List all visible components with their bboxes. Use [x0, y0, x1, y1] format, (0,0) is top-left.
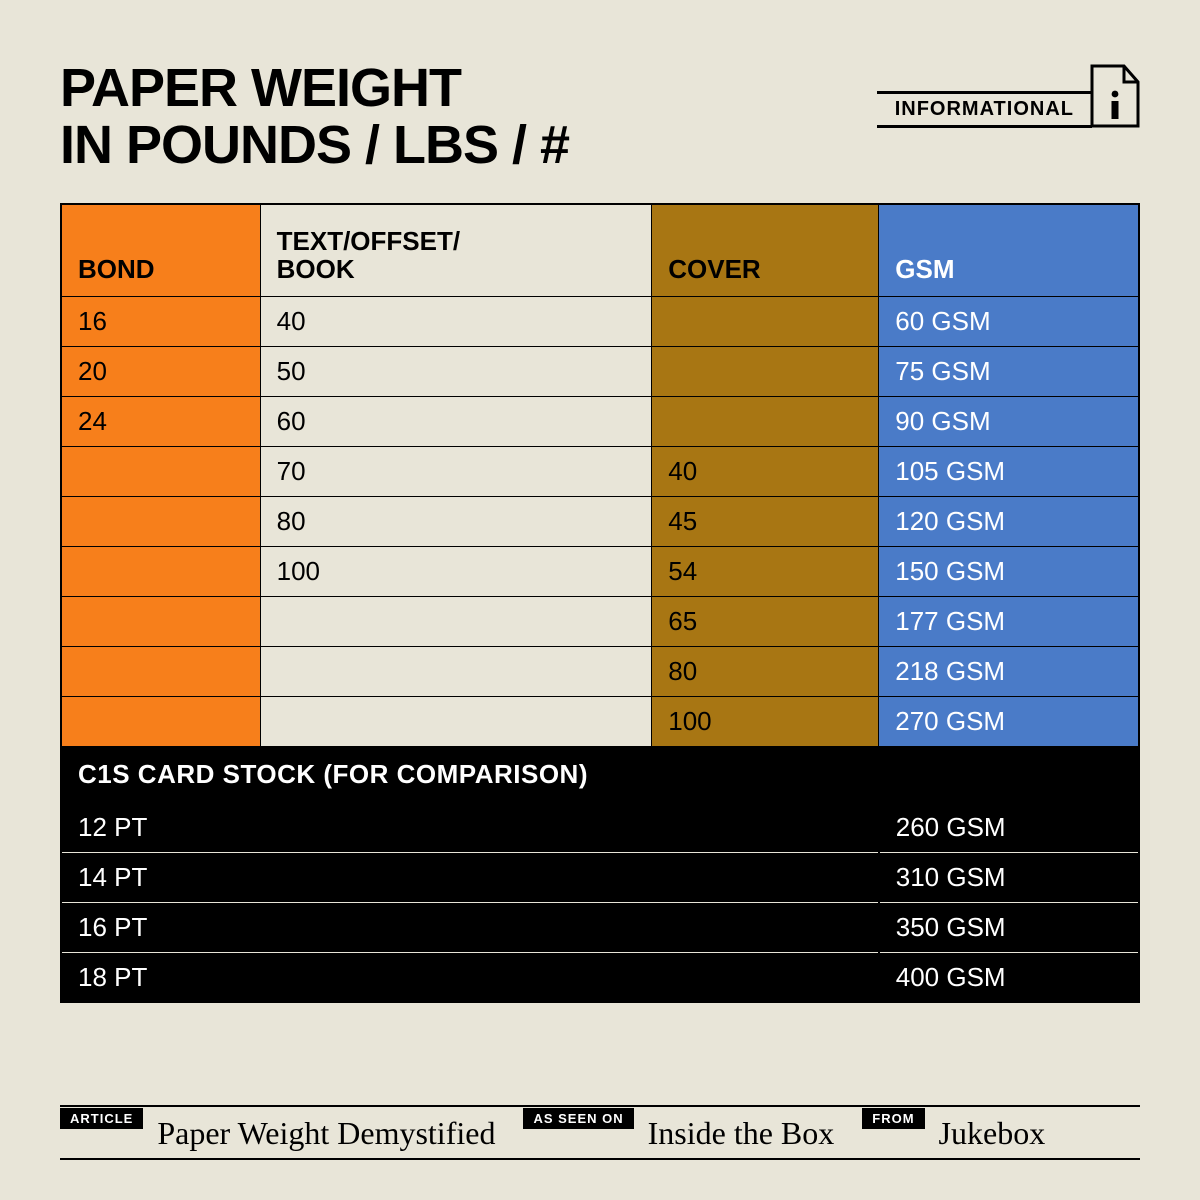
col-header-text: TEXT/OFFSET/BOOK: [260, 204, 652, 296]
comparison-pt: 14 PT: [61, 852, 879, 902]
col-header-gsm: GSM: [879, 204, 1139, 296]
col-header-cover: COVER: [652, 204, 879, 296]
table-row: 2050 75 GSM: [61, 346, 1139, 396]
cell-bond: [61, 496, 260, 546]
footer: ARTICLE Paper Weight Demystified AS SEEN…: [60, 1105, 1140, 1160]
title-line-2: IN POUNDS / LBS / #: [60, 115, 569, 175]
cell-text: [260, 596, 652, 646]
cell-gsm: 270 GSM: [879, 696, 1139, 746]
cell-text: [260, 696, 652, 746]
cell-text: [260, 646, 652, 696]
cell-cover: 40: [652, 446, 879, 496]
title-line-1: PAPER WEIGHT: [60, 58, 461, 118]
comparison-gsm: 400 GSM: [879, 952, 1139, 1002]
comparison-row: 16 PT350 GSM: [61, 902, 1139, 952]
comparison-gsm: 260 GSM: [879, 802, 1139, 852]
cell-cover: 45: [652, 496, 879, 546]
footer-article-tag: ARTICLE: [60, 1108, 143, 1129]
cell-cover: [652, 346, 879, 396]
table-row: 7040105 GSM: [61, 446, 1139, 496]
cell-gsm: 177 GSM: [879, 596, 1139, 646]
cell-bond: [61, 596, 260, 646]
cell-cover: [652, 296, 879, 346]
comparison-body: C1S CARD STOCK (FOR COMPARISON)12 PT260 …: [61, 746, 1139, 1002]
table-row: 80218 GSM: [61, 646, 1139, 696]
cell-bond: [61, 696, 260, 746]
cell-gsm: 150 GSM: [879, 546, 1139, 596]
comparison-gsm: 310 GSM: [879, 852, 1139, 902]
footer-seen-tag: AS SEEN ON: [523, 1108, 633, 1129]
footer-article-name: Paper Weight Demystified: [157, 1115, 495, 1152]
cell-text: 50: [260, 346, 652, 396]
cell-gsm: 218 GSM: [879, 646, 1139, 696]
cell-gsm: 60 GSM: [879, 296, 1139, 346]
footer-from-name: Jukebox: [939, 1115, 1046, 1152]
footer-seen-name: Inside the Box: [648, 1115, 835, 1152]
comparison-row: 12 PT260 GSM: [61, 802, 1139, 852]
cell-cover: 100: [652, 696, 879, 746]
table-row: 8045120 GSM: [61, 496, 1139, 546]
cell-text: 40: [260, 296, 652, 346]
header: PAPER WEIGHT IN POUNDS / LBS / # INFORMA…: [60, 60, 1140, 173]
cell-text: 70: [260, 446, 652, 496]
col-header-bond: BOND: [61, 204, 260, 296]
informational-badge: INFORMATIONAL: [877, 90, 1140, 128]
comparison-row: 14 PT310 GSM: [61, 852, 1139, 902]
cell-gsm: 90 GSM: [879, 396, 1139, 446]
cell-text: 80: [260, 496, 652, 546]
cell-cover: 54: [652, 546, 879, 596]
table-header-row: BONDTEXT/OFFSET/BOOKCOVERGSM: [61, 204, 1139, 296]
paper-weight-table: BONDTEXT/OFFSET/BOOKCOVERGSM 164060 GSM2…: [60, 203, 1140, 1003]
table-row: 65177 GSM: [61, 596, 1139, 646]
cell-bond: [61, 646, 260, 696]
table-row: 1640 60 GSM: [61, 296, 1139, 346]
informational-label: INFORMATIONAL: [877, 91, 1092, 128]
cell-gsm: 105 GSM: [879, 446, 1139, 496]
cell-gsm: 120 GSM: [879, 496, 1139, 546]
cell-cover: 65: [652, 596, 879, 646]
footer-from-tag: FROM: [862, 1108, 924, 1129]
comparison-pt: 16 PT: [61, 902, 879, 952]
cell-bond: 20: [61, 346, 260, 396]
comparison-gsm: 350 GSM: [879, 902, 1139, 952]
cell-text: 100: [260, 546, 652, 596]
comparison-row: 18 PT400 GSM: [61, 952, 1139, 1002]
cell-bond: [61, 546, 260, 596]
page-title: PAPER WEIGHT IN POUNDS / LBS / #: [60, 60, 569, 173]
comparison-header: C1S CARD STOCK (FOR COMPARISON): [61, 746, 1139, 802]
cell-text: 60: [260, 396, 652, 446]
cell-bond: [61, 446, 260, 496]
cell-cover: [652, 396, 879, 446]
cell-cover: 80: [652, 646, 879, 696]
cell-gsm: 75 GSM: [879, 346, 1139, 396]
cell-bond: 16: [61, 296, 260, 346]
table-row: 100270 GSM: [61, 696, 1139, 746]
table-row: 2460 90 GSM: [61, 396, 1139, 446]
comparison-pt: 18 PT: [61, 952, 879, 1002]
document-info-icon: [1090, 64, 1140, 128]
cell-bond: 24: [61, 396, 260, 446]
table-row: 10054150 GSM: [61, 546, 1139, 596]
table-body: 164060 GSM205075 GSM246090 GSM7040105 GS…: [61, 296, 1139, 746]
comparison-header-row: C1S CARD STOCK (FOR COMPARISON): [61, 746, 1139, 802]
comparison-pt: 12 PT: [61, 802, 879, 852]
